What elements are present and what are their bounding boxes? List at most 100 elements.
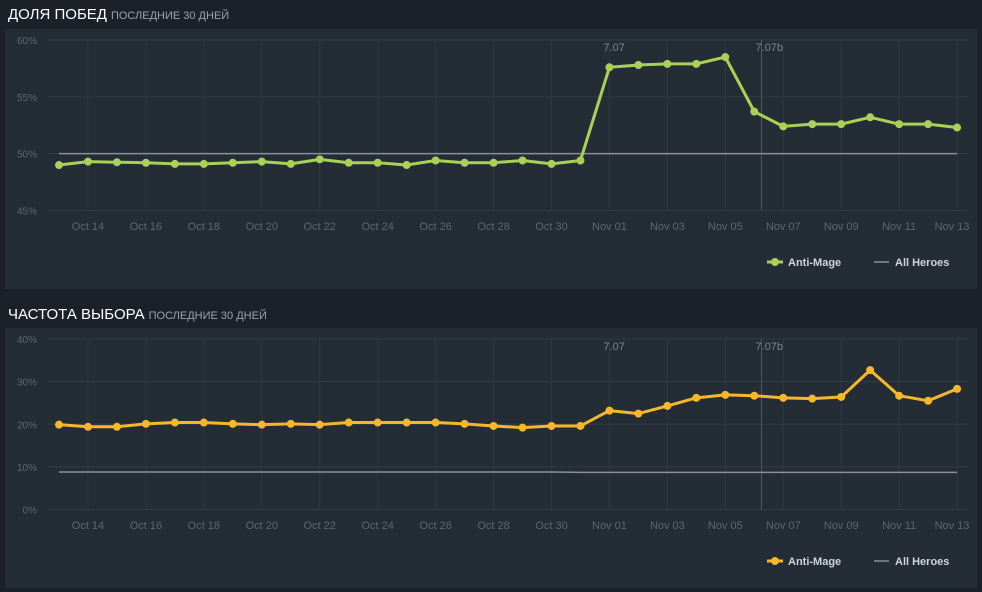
- data-point: [634, 409, 643, 418]
- x-tick-label: Oct 18: [188, 520, 220, 532]
- series-line-anti-mage: [58, 368, 958, 430]
- patch-label: 7.07: [603, 341, 624, 353]
- x-tick-label: Oct 26: [419, 221, 451, 233]
- pickrate-title-text: ЧАСТОТА ВЫБОРА: [8, 306, 145, 323]
- data-point: [663, 401, 672, 410]
- legend-marker-anti-mage-dot: [771, 258, 779, 266]
- legend-label-anti-mage: Anti-Mage: [788, 556, 841, 568]
- pickrate-chart-panel: 0% 10% 20% 30% 40% Oct 14 Oct 16 Oct 18 Oct 20 Oc…: [5, 328, 977, 588]
- data-point: [257, 157, 266, 166]
- x-tick-label: Oct 22: [304, 221, 336, 233]
- data-point: [808, 394, 817, 403]
- pickrate-chart: 0% 10% 20% 30% 40% Oct 14 Oct 16 Oct 18 Oct 20 Oc…: [17, 335, 970, 568]
- data-point: [866, 113, 875, 122]
- data-point: [866, 366, 875, 375]
- y-tick-label: 0%: [23, 506, 38, 517]
- data-point: [576, 421, 585, 430]
- x-tick-label: Oct 16: [130, 520, 162, 532]
- data-point: [373, 418, 382, 427]
- x-tick-label: Nov 05: [708, 221, 743, 233]
- data-point: [315, 420, 324, 429]
- data-point: [518, 423, 527, 432]
- patch-label: 7.07b: [756, 341, 784, 353]
- data-point: [402, 418, 411, 427]
- x-tick-label: Oct 16: [130, 221, 162, 233]
- data-point: [692, 59, 701, 68]
- data-point: [721, 390, 730, 399]
- data-point: [83, 422, 92, 431]
- x-tick-label: Nov 03: [650, 520, 685, 532]
- y-tick-label: 55%: [17, 93, 37, 104]
- data-point: [112, 158, 121, 167]
- patch-label: 7.07b: [756, 42, 784, 54]
- legend-label-anti-mage: Anti-Mage: [788, 257, 841, 269]
- data-point: [924, 120, 933, 129]
- data-point: [953, 384, 962, 393]
- winrate-chart: 45% 50% 55% 60% Oct 14 Oct 16 Oct 18 Oct 20 Oct …: [17, 36, 970, 269]
- pickrate-title: ЧАСТОТА ВЫБОРА последние 30 дней: [8, 306, 267, 323]
- data-point: [489, 421, 498, 430]
- x-tick-label: Nov 05: [708, 520, 743, 532]
- x-tick-label: Nov 11: [882, 221, 916, 233]
- data-point: [286, 419, 295, 428]
- data-point: [605, 406, 614, 415]
- x-tick-label: Nov 13: [935, 520, 970, 532]
- data-point: [692, 393, 701, 402]
- series-line-anti-mage: [58, 55, 958, 167]
- data-point: [344, 158, 353, 167]
- data-point: [460, 419, 469, 428]
- pickrate-subtitle: последние 30 дней: [148, 310, 267, 322]
- data-point: [315, 155, 324, 164]
- data-point: [228, 158, 237, 167]
- data-point: [373, 158, 382, 167]
- x-tick-label: Oct 20: [246, 520, 278, 532]
- data-point: [663, 59, 672, 68]
- x-tick-label: Nov 09: [824, 520, 859, 532]
- x-tick-label: Oct 20: [246, 221, 278, 233]
- x-tick-label: Nov 03: [650, 221, 685, 233]
- x-tick-label: Nov 07: [766, 221, 801, 233]
- data-point: [779, 393, 788, 402]
- data-point: [924, 396, 933, 405]
- data-point: [547, 421, 556, 430]
- data-point: [402, 161, 411, 170]
- data-point: [605, 63, 614, 72]
- data-point: [750, 107, 759, 116]
- data-point: [837, 120, 846, 129]
- data-point: [895, 391, 904, 400]
- data-point: [779, 122, 788, 131]
- x-tick-label: Oct 24: [361, 520, 393, 532]
- y-tick-label: 45%: [17, 207, 37, 218]
- data-point: [286, 159, 295, 168]
- data-point: [489, 158, 498, 167]
- winrate-title: ДОЛЯ ПОБЕД последние 30 дней: [8, 6, 229, 23]
- data-point: [199, 159, 208, 168]
- data-point: [141, 419, 150, 428]
- x-tick-label: Oct 30: [535, 520, 567, 532]
- winrate-chart-panel: 45% 50% 55% 60% Oct 14 Oct 16 Oct 18 Oct 20 Oct …: [5, 29, 977, 289]
- y-tick-label: 40%: [17, 335, 37, 346]
- legend-marker-anti-mage-dot: [771, 557, 779, 565]
- x-tick-label: Oct 14: [72, 221, 104, 233]
- y-tick-label: 30%: [17, 378, 37, 389]
- data-point: [228, 419, 237, 428]
- data-point: [460, 158, 469, 167]
- x-tick-label: Nov 13: [935, 221, 970, 233]
- x-tick-label: Oct 14: [72, 520, 104, 532]
- data-point: [808, 120, 817, 129]
- data-point: [83, 157, 92, 166]
- data-point: [55, 420, 63, 429]
- data-point: [721, 53, 730, 62]
- data-point: [55, 161, 63, 170]
- x-tick-label: Nov 11: [882, 520, 916, 532]
- y-tick-label: 60%: [17, 36, 37, 47]
- x-tick-label: Oct 18: [188, 221, 220, 233]
- legend-label-all-heroes: All Heroes: [895, 556, 949, 568]
- data-point: [750, 391, 759, 400]
- x-tick-label: Nov 07: [766, 520, 801, 532]
- data-point: [344, 418, 353, 427]
- data-point: [634, 61, 643, 70]
- x-tick-label: Oct 22: [304, 520, 336, 532]
- data-point: [576, 156, 585, 165]
- x-tick-label: Oct 26: [419, 520, 451, 532]
